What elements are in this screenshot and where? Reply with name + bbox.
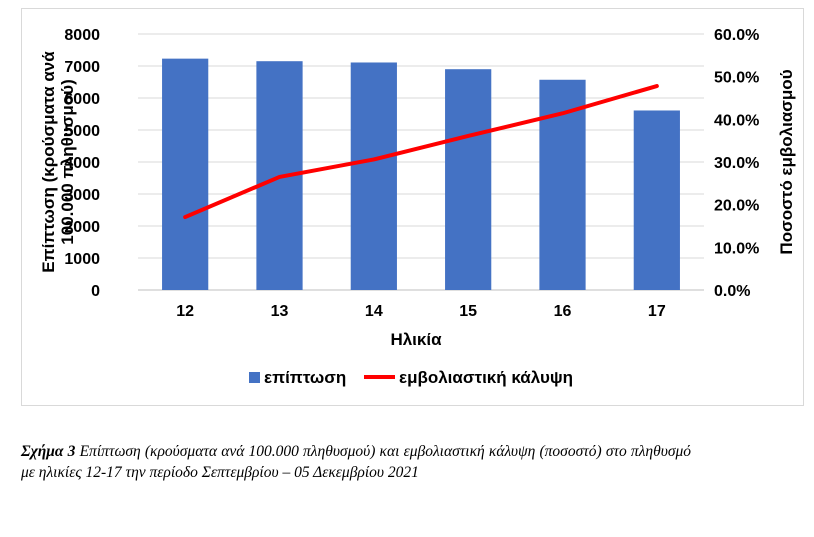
figure-caption: Σχήμα 3 Επίπτωση (κρούσματα ανά 100.000 … (21, 441, 691, 483)
y2-tick-label: 10.0% (714, 240, 759, 257)
y2-tick-label: 0.0% (714, 283, 750, 300)
y2-tick-label: 20.0% (714, 198, 759, 215)
bar-14 (350, 62, 397, 291)
y2-tick-label: 60.0% (714, 27, 759, 44)
y-tick-label: 2000 (64, 219, 100, 236)
y-axis-title: Επίπτωση (κρούσματα ανά (39, 51, 58, 273)
legend: επίπτωση εμβολιαστική κάλυψη (249, 368, 573, 387)
right-axis-ticks: 0.0% 10.0% 20.0% 30.0% 40.0% 50.0% 60.0% (714, 27, 759, 300)
y-tick-label: 6000 (64, 91, 100, 108)
left-axis-ticks: 0 1000 2000 3000 4000 5000 6000 7000 8000 (64, 27, 100, 300)
y-axis-title-line2: 100.000 πληθυσμού) (58, 79, 77, 244)
y2-axis-title: Ποσοστό εμβολιασμού (777, 69, 796, 254)
caption-label: Σχήμα 3 (21, 443, 76, 460)
x-tick-label: 15 (459, 303, 477, 320)
x-tick-label: 13 (271, 303, 289, 320)
y2-tick-label: 40.0% (714, 112, 759, 129)
caption-text: Επίπτωση (κρούσματα ανά 100.000 πληθυσμο… (21, 443, 691, 481)
line-series (183, 84, 659, 220)
y2-tick-label: 50.0% (714, 70, 759, 87)
x-tick-label: 14 (365, 303, 383, 320)
y-tick-label: 3000 (64, 187, 100, 204)
legend-label-line: εμβολιαστική κάλυψη (399, 368, 573, 387)
x-tick-label: 16 (554, 303, 572, 320)
x-axis-ticks: 12 13 14 15 16 17 (176, 303, 666, 320)
y-tick-label: 8000 (64, 27, 100, 44)
chart: 0 1000 2000 3000 4000 5000 6000 7000 8000 0.0% 10… (39, 27, 796, 387)
y2-tick-label: 30.0% (714, 155, 759, 172)
coverage-line (183, 84, 659, 220)
x-tick-label: 12 (176, 303, 194, 320)
y-tick-label: 0 (91, 283, 100, 300)
y-tick-label: 7000 (64, 59, 100, 76)
x-tick-label: 17 (648, 303, 666, 320)
y-tick-label: 1000 (64, 251, 100, 268)
bar-12 (162, 58, 209, 290)
y-axis-title-line-2: 100.000 πληθυσμού) (58, 79, 77, 244)
x-axis-title: Ηλικία (390, 330, 442, 349)
bar-17 (633, 110, 680, 290)
bar-15 (445, 69, 492, 290)
bar-series (162, 58, 680, 291)
legend-swatch-bar (249, 372, 260, 383)
y-tick-label: 4000 (64, 155, 100, 172)
legend-label-bar: επίπτωση (264, 368, 346, 387)
gridlines (138, 33, 704, 291)
y-tick-label: 5000 (64, 123, 100, 140)
y-axis-title-line-1: Επίπτωση (κρούσματα ανά (39, 51, 58, 273)
